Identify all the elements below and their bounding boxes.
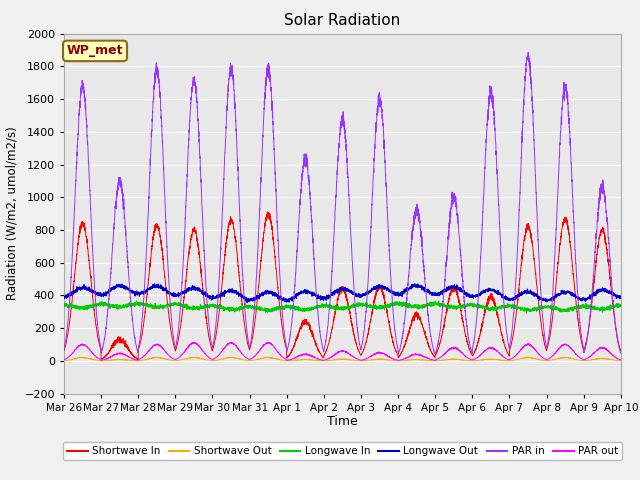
Text: WP_met: WP_met (67, 44, 124, 58)
Title: Solar Radiation: Solar Radiation (284, 13, 401, 28)
Legend: Shortwave In, Shortwave Out, Longwave In, Longwave Out, PAR in, PAR out: Shortwave In, Shortwave Out, Longwave In… (63, 442, 622, 460)
Y-axis label: Radiation (W/m2, umol/m2/s): Radiation (W/m2, umol/m2/s) (6, 127, 19, 300)
X-axis label: Time: Time (327, 415, 358, 429)
